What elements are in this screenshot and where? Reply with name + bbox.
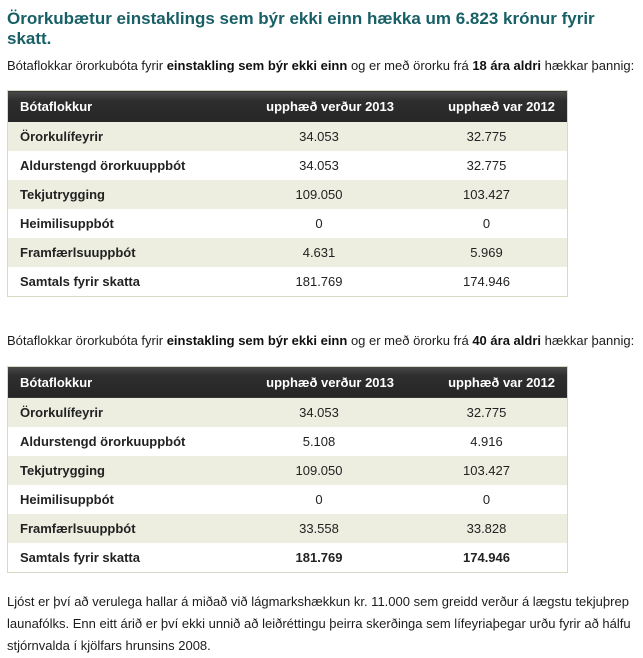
amount-2012-cell: 103.427 [463, 187, 510, 203]
intro-paragraph-18: Bótaflokkar örorkubóta fyrir einstakling… [7, 58, 635, 74]
row-label: Heimilisuppbót [20, 216, 114, 232]
intro-18-bold-living-alone: einstakling sem býr ekki einn [166, 58, 348, 73]
intro-40-pre: Bótaflokkar örorkubóta fyrir [7, 333, 167, 349]
row-label: Samtals fyrir skatta [20, 549, 140, 565]
amount-2013-cell: 0 [315, 491, 323, 507]
amount-2012-cell: 32.775 [466, 129, 507, 145]
table-row-heimilisuppbot: Heimilisuppbót 0 0 [7, 484, 568, 514]
intro-40-post: hækkar þannig: [540, 333, 635, 349]
amount-2012-cell: 32.775 [466, 158, 507, 174]
intro-18-bold-age: 18 ára aldri [472, 58, 541, 73]
row-label: Aldurstengd örorkuuppbót [20, 433, 186, 449]
amount-2013-cell: 109.050 [295, 187, 343, 203]
amount-2012-cell: 103.427 [463, 462, 510, 478]
benefits-table-18: Bótaflokkur upphæð verður 2013 upphæð va… [7, 90, 568, 298]
table-row-ororkulifeyrir: Örorkulífeyrir 34.053 32.775 [7, 122, 568, 152]
row-label: Aldurstengd örorkuuppbót [20, 158, 186, 174]
row-label: Tekjutrygging [20, 187, 105, 203]
amount-2013-cell: 33.558 [299, 520, 339, 536]
column-header-amount-2013: upphæð verður 2013 [232, 90, 406, 123]
table-row-framfaerlsuuppbot: Framfærlsuuppbót 33.558 33.828 [7, 513, 568, 543]
amount-2012-cell: 32.775 [466, 404, 507, 420]
amount-2013-cell: 181.769 [295, 549, 343, 565]
row-label: Framfærlsuuppbót [20, 245, 136, 261]
row-label: Heimilisuppbót [20, 491, 114, 507]
amount-2012-cell: 0 [482, 491, 491, 507]
amount-2012-cell: 33.828 [466, 520, 507, 536]
table-row-tekjutrygging: Tekjutrygging 109.050 103.427 [7, 455, 568, 485]
table-row-framfaerlsuuppbot: Framfærlsuuppbót 4.631 5.969 [7, 238, 568, 268]
table-row-aldurstengd: Aldurstengd örorkuuppbót 34.053 32.775 [7, 151, 568, 181]
amount-2013-cell: 5.108 [302, 433, 336, 449]
amount-2012-cell: 5.969 [470, 245, 503, 261]
amount-2013-cell: 34.053 [299, 158, 339, 174]
table-row-heimilisuppbot: Heimilisuppbót 0 0 [7, 209, 568, 239]
intro-40-bold-age: 40 ára aldri [472, 333, 541, 349]
intro-40-bold-living-alone: einstakling sem býr ekki einn [166, 333, 348, 349]
intro-18-pre: Bótaflokkar örorkubóta fyrir [7, 58, 167, 73]
table-header-row: Bótaflokkur upphæð verður 2013 upphæð va… [7, 366, 568, 398]
row-label: Framfærlsuuppbót [20, 520, 136, 536]
column-header-category: Bótaflokkur [7, 90, 232, 123]
table-row-samtals: Samtals fyrir skatta 181.769 174.946 [7, 267, 568, 297]
table-header-row: Bótaflokkur upphæð verður 2013 upphæð va… [7, 90, 568, 123]
row-label: Örorkulífeyrir [20, 404, 104, 420]
page-title: Örorkubætur einstaklings sem býr ekki ei… [7, 9, 595, 48]
amount-2012-cell: 174.946 [463, 274, 510, 290]
row-label: Samtals fyrir skatta [20, 274, 140, 290]
intro-18-mid: og er með örorku frá [347, 58, 473, 73]
amount-2013-cell: 181.769 [295, 274, 343, 290]
intro-18-post: hækkar þannig: [540, 58, 635, 73]
column-header-category: Bótaflokkur [7, 366, 232, 398]
row-label: Örorkulífeyrir [20, 129, 104, 145]
amount-2012-cell: 174.946 [463, 549, 510, 565]
amount-2013-cell: 109.050 [295, 462, 343, 478]
closing-paragraph: Ljóst er því að verulega hallar á miðað … [7, 593, 631, 654]
amount-2013-cell: 34.053 [299, 404, 339, 420]
amount-2012-cell: 4.916 [470, 433, 503, 449]
amount-2013-cell: 34.053 [299, 129, 339, 145]
table-row-tekjutrygging: Tekjutrygging 109.050 103.427 [7, 180, 568, 210]
row-label: Tekjutrygging [20, 462, 105, 478]
amount-2013-cell: 4.631 [302, 245, 336, 261]
table-row-samtals: Samtals fyrir skatta 181.769 174.946 [7, 542, 568, 572]
intro-40-mid: og er með örorku frá [347, 333, 473, 349]
table-row-ororkulifeyrir: Örorkulífeyrir 34.053 32.775 [7, 397, 568, 427]
amount-2013-cell: 0 [315, 216, 323, 232]
amount-2012-cell: 0 [482, 216, 491, 232]
intro-paragraph-40: Bótaflokkar örorkubóta fyrir einstakling… [7, 333, 635, 349]
table-row-aldurstengd: Aldurstengd örorkuuppbót 5.108 4.916 [7, 426, 568, 456]
benefits-table-40: Bótaflokkur upphæð verður 2013 upphæð va… [7, 365, 568, 573]
column-header-amount-2013: upphæð verður 2013 [232, 366, 406, 398]
spacer [7, 297, 635, 333]
column-header-amount-2012: upphæð var 2012 [406, 90, 568, 123]
column-header-amount-2012: upphæð var 2012 [406, 366, 568, 398]
